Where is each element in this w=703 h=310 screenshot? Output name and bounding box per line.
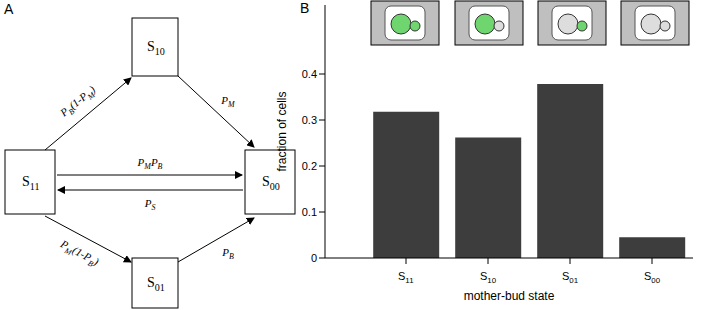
- svg-text:S01: S01: [562, 270, 579, 285]
- html-text:B: B: [300, 0, 310, 16]
- svg-text:0.2: 0.2: [302, 160, 317, 172]
- svg-text:S10: S10: [480, 270, 497, 285]
- svg-text:PB(1-PM): PB(1-PM): [57, 83, 100, 122]
- svg-text:S10: S10: [147, 39, 165, 57]
- svg-text:PMPB: PMPB: [137, 156, 163, 171]
- svg-text:0: 0: [311, 252, 317, 264]
- svg-text:S00: S00: [644, 270, 661, 285]
- svg-text:PB: PB: [221, 246, 234, 261]
- svg-text:PS: PS: [144, 197, 156, 212]
- svg-text:PM(1-PB): PM(1-PB): [56, 237, 101, 271]
- svg-text:0.4: 0.4: [302, 68, 317, 80]
- svg-text:0.1: 0.1: [302, 206, 317, 218]
- svg-text:S01: S01: [147, 275, 165, 293]
- svg-text:fraction of cells: fraction of cells: [275, 91, 289, 171]
- svg-text:PM: PM: [220, 94, 235, 109]
- svg-text:0.3: 0.3: [302, 114, 317, 126]
- svg-text:S00: S00: [262, 174, 280, 192]
- svg-text:mother-bud state: mother-bud state: [464, 289, 555, 303]
- svg-text:A: A: [8, 1, 14, 17]
- svg-text:S11: S11: [22, 174, 40, 192]
- svg-text:S11: S11: [398, 270, 414, 285]
